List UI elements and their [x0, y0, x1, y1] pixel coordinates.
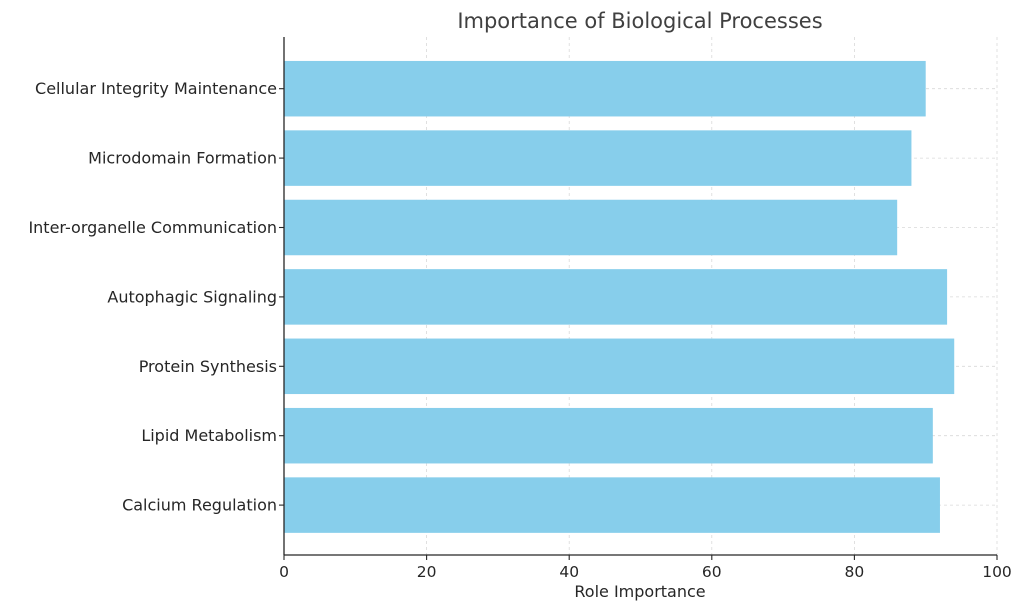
y-tick-label: Lipid Metabolism — [141, 426, 277, 445]
x-tick-label: 40 — [559, 563, 579, 581]
y-tick-label: Cellular Integrity Maintenance — [35, 79, 277, 98]
x-axis-label: Role Importance — [574, 582, 705, 601]
x-tick-label: 100 — [982, 563, 1012, 581]
x-tick-label: 80 — [845, 563, 865, 581]
x-tick-label: 20 — [417, 563, 437, 581]
x-tick-label: 0 — [279, 563, 289, 581]
bar-inter-organelle-communication — [284, 199, 898, 256]
y-tick-label: Protein Synthesis — [139, 357, 277, 376]
bar-calcium-regulation — [284, 477, 940, 533]
bar-cellular-integrity-maintenance — [284, 60, 926, 117]
bars — [284, 60, 955, 533]
chart-title: Importance of Biological Processes — [457, 9, 822, 33]
bar-microdomain-formation — [284, 130, 912, 186]
x-tick-label: 60 — [702, 563, 722, 581]
y-ticks: Cellular Integrity Maintenance Microdomai… — [28, 79, 284, 515]
y-tick-label: Microdomain Formation — [88, 149, 277, 168]
x-ticks: 0 20 40 60 80 100 — [279, 555, 1012, 581]
y-tick-label: Calcium Regulation — [122, 496, 277, 515]
bar-autophagic-signaling — [284, 269, 948, 325]
y-tick-label: Inter-organelle Communication — [28, 218, 277, 237]
y-tick-label: Autophagic Signaling — [107, 287, 277, 306]
axes — [283, 37, 997, 556]
bar-lipid-metabolism — [284, 407, 933, 464]
bar-protein-synthesis — [284, 338, 955, 395]
